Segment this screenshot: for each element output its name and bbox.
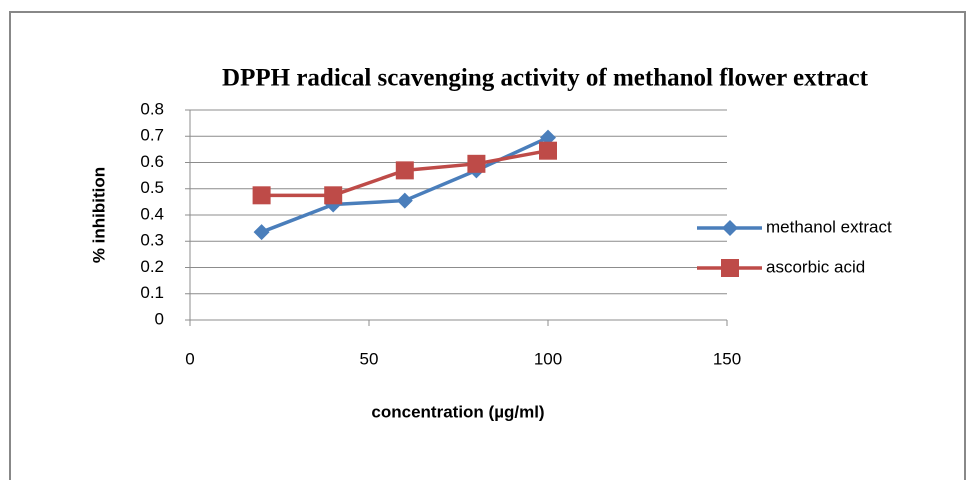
y-tick-label: 0.8 (140, 99, 164, 118)
marker (252, 186, 271, 205)
marker (253, 224, 270, 241)
y-tick-label: 0.7 (140, 126, 164, 145)
marker (324, 186, 343, 205)
marker (539, 141, 557, 160)
x-tick-label: 100 (534, 349, 562, 368)
x-tick-label: 150 (713, 349, 741, 368)
marker (395, 161, 414, 180)
marker (540, 129, 556, 146)
marker (722, 220, 738, 236)
x-tick-label: 0 (185, 349, 194, 368)
x-tick-label: 50 (360, 349, 379, 368)
y-tick-label: 0 (155, 309, 164, 328)
x-axis-title: concentration (µg/ml) (371, 402, 544, 421)
legend-label: ascorbic acid (766, 257, 865, 276)
y-tick-label: 0.3 (140, 231, 164, 250)
y-tick-label: 0.1 (140, 283, 164, 302)
legend-label: methanol extract (766, 217, 892, 236)
marker (721, 259, 739, 277)
marker (467, 154, 486, 173)
chart-title: DPPH radical scavenging activity of meth… (222, 65, 869, 92)
y-tick-label: 0.6 (140, 152, 164, 171)
chart-frame (9, 11, 966, 480)
y-tick-label: 0.5 (140, 178, 164, 197)
marker (396, 192, 413, 209)
y-tick-label: 0.4 (140, 204, 164, 223)
y-axis-title: % inhibition (89, 167, 108, 263)
y-tick-label: 0.2 (140, 257, 164, 276)
